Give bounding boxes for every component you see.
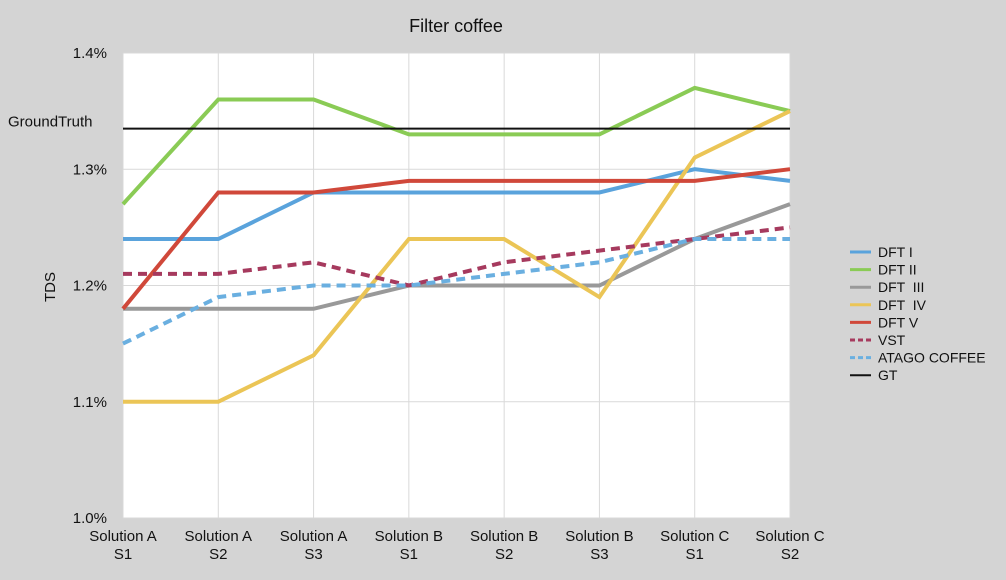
x-tick-label-line: S1	[400, 546, 418, 563]
y-tick-label: 1.2%	[73, 278, 107, 295]
axes: 1.0%1.1%1.2%1.3%1.4%Solution A S1Solution…	[8, 45, 825, 563]
x-tick-label: Solution A S3	[280, 528, 348, 563]
x-tick-label: Solution C S2	[755, 528, 824, 563]
x-tick-label-line: Solution C	[755, 528, 824, 545]
legend-label-vst: VST	[878, 332, 906, 348]
y-tick-label: 1.1%	[73, 394, 107, 411]
series-line-dft-i	[123, 167, 791, 241]
chart-title: Filter coffee	[409, 16, 503, 36]
x-tick-label-line: Solution A	[185, 528, 253, 545]
legend-label-gt: GT	[878, 367, 898, 383]
series-line-dft-ii	[121, 85, 791, 206]
x-tick-label: Solution B S1	[375, 528, 443, 563]
x-tick-label: Solution A S1	[89, 528, 157, 563]
x-tick-label-line: Solution A	[89, 528, 157, 545]
x-tick-label-line: Solution B	[375, 528, 443, 545]
x-tick-label-line: Solution A	[280, 528, 348, 545]
series-line-dft-iii	[123, 202, 791, 311]
y-axis-label: TDS	[42, 272, 59, 302]
series-line-atago-coffee	[122, 237, 790, 346]
legend-label-dft-i: DFT I	[878, 244, 913, 260]
legend-label-dft-iii: DFT III	[878, 279, 924, 295]
legend-label-dft-ii: DFT II	[878, 262, 917, 278]
x-tick-label-line: S1	[114, 546, 132, 563]
y-tick-label: 1.3%	[73, 161, 107, 178]
y-tick-label: 1.4%	[73, 45, 107, 62]
x-tick-label-line: Solution C	[660, 528, 729, 545]
series-group	[121, 85, 791, 404]
series-line-dft-v	[121, 167, 791, 311]
x-tick-label-line: S2	[209, 546, 227, 563]
y-tick-label: 1.0%	[73, 510, 107, 527]
legend-label-atago-coffee: ATAGO COFFEE	[878, 350, 986, 366]
x-tick-label-line: S2	[495, 546, 513, 563]
x-tick-label-line: Solution B	[470, 528, 538, 545]
x-tick-label-line: Solution B	[565, 528, 633, 545]
ground-truth-annotation: GroundTruth	[8, 114, 93, 131]
x-tick-label: Solution B S3	[565, 528, 633, 563]
x-tick-label-line: S3	[590, 546, 608, 563]
x-tick-label-line: S1	[686, 546, 704, 563]
x-tick-label: Solution C S1	[660, 528, 729, 563]
legend-label-dft-v: DFT V	[878, 314, 919, 330]
x-tick-label-line: S2	[781, 546, 799, 563]
x-tick-label: Solution A S2	[185, 528, 253, 563]
legend-label-dft-iv: DFT IV	[878, 297, 927, 313]
x-tick-label: Solution B S2	[470, 528, 538, 563]
x-tick-label-line: S3	[304, 546, 322, 563]
